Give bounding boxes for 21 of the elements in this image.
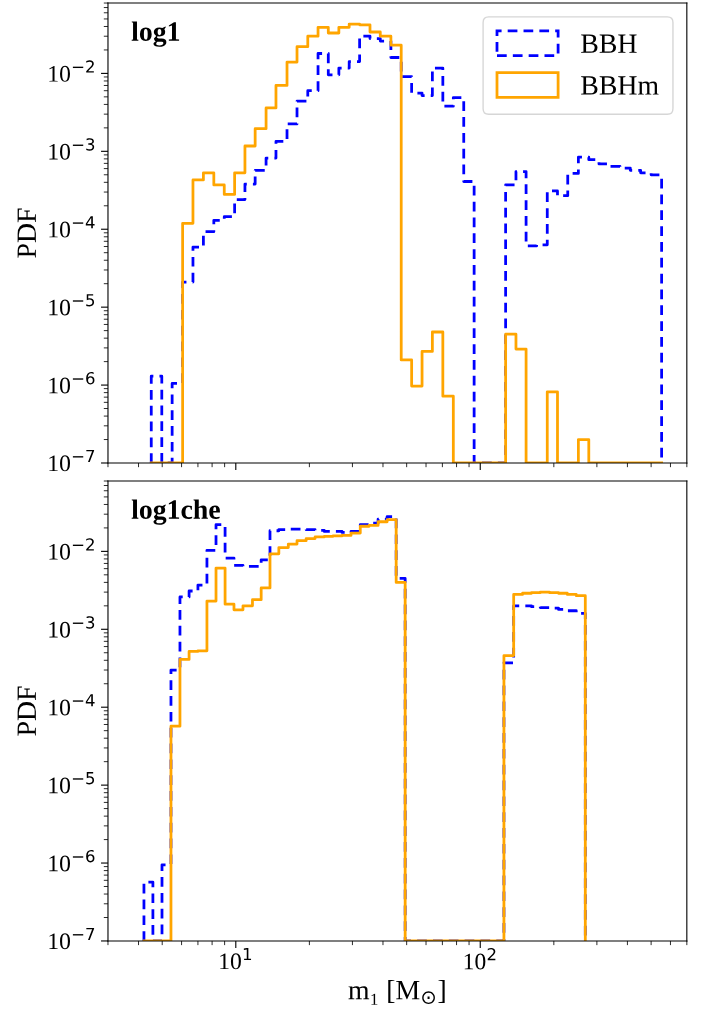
legend-label: BBH	[581, 34, 637, 53]
y-tick-label: 10$^{−3}$	[49, 616, 95, 638]
y-tick-label: 10$^{−6}$	[49, 849, 95, 872]
y-tick-label: 10$^{−2}$	[49, 538, 94, 560]
x-tick-label: 10$^{1}$	[220, 947, 252, 970]
annotation: log1	[131, 21, 180, 47]
y-tick-label: 10$^{−4}$	[49, 216, 95, 238]
y-tick-label: 10$^{−5}$	[49, 772, 95, 794]
legend-label: BBHm	[581, 76, 659, 95]
y-tick-label: 10$^{−3}$	[49, 138, 95, 160]
y-tick-label: 10$^{−4}$	[49, 694, 95, 716]
annotation: log1che	[131, 499, 220, 525]
x-axis-title: m₁ [M$_{⊙}$]	[348, 979, 445, 1005]
y-tick-label: 10$^{−7}$	[49, 927, 95, 950]
y-tick-label: 10$^{−5}$	[49, 294, 95, 316]
y-axis-title: PDF	[17, 208, 36, 258]
y-tick-label: 10$^{−6}$	[49, 371, 95, 394]
x-tick-label: 10$^{2}$	[464, 947, 496, 970]
y-tick-label: 10$^{−2}$	[49, 60, 94, 82]
y-axis-title: PDF	[17, 686, 36, 736]
y-tick-label: 10$^{−7}$	[49, 449, 95, 472]
